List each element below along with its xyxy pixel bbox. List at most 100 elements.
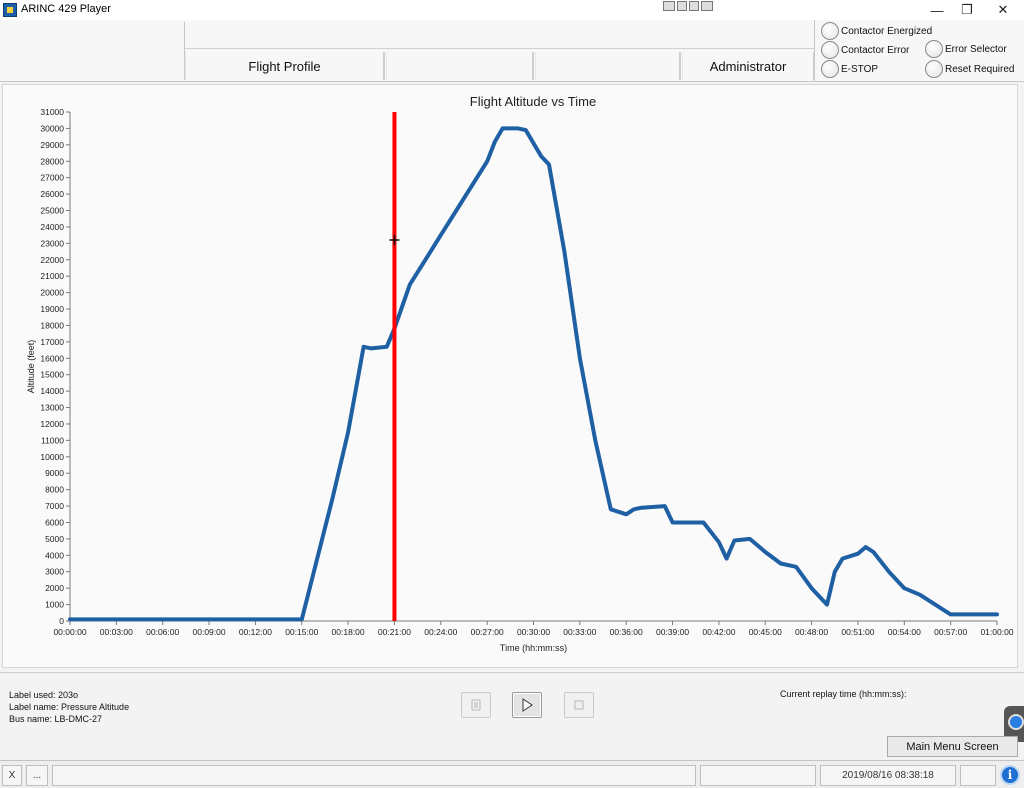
- x-tick-label: 01:00:00: [980, 627, 1013, 637]
- tab-administrator[interactable]: Administrator: [682, 52, 815, 80]
- main-menu-button[interactable]: Main Menu Screen: [887, 736, 1018, 757]
- y-tick-label: 19000: [40, 304, 64, 314]
- led-icon: [925, 40, 943, 58]
- led-icon: [821, 41, 839, 59]
- cursor-move-icon[interactable]: [389, 235, 400, 245]
- status-indicators: Contactor Energized Contactor Error E-ST…: [814, 20, 1024, 82]
- x-tick-label: 00:48:00: [795, 627, 828, 637]
- x-tick-label: 00:15:00: [285, 627, 318, 637]
- y-tick-label: 7000: [45, 501, 64, 511]
- side-panel-handle[interactable]: [1004, 706, 1024, 742]
- tab-blank-2[interactable]: [535, 52, 681, 80]
- x-tick-label: 00:18:00: [332, 627, 365, 637]
- y-tick-label: 22000: [40, 255, 64, 265]
- y-tick-label: 31000: [40, 107, 64, 117]
- y-tick-label: 16000: [40, 353, 64, 363]
- led-icon: [925, 60, 943, 78]
- indicator-label: Reset Required: [945, 63, 1015, 75]
- y-tick-label: 26000: [40, 189, 64, 199]
- y-tick-label: 9000: [45, 468, 64, 478]
- app-icon: [3, 3, 17, 17]
- y-tick-label: 20000: [40, 288, 64, 298]
- x-tick-label: 00:27:00: [471, 627, 504, 637]
- x-tick-label: 00:57:00: [934, 627, 967, 637]
- tab-blank-1[interactable]: [386, 52, 534, 80]
- indicator-error-selector: Error Selector: [925, 40, 1007, 58]
- x-tick-label: 00:51:00: [841, 627, 874, 637]
- replay-time-label: Current replay time (hh:mm:ss):: [780, 689, 907, 699]
- pause-button[interactable]: [461, 692, 491, 718]
- info-icon[interactable]: i: [1000, 765, 1020, 785]
- divider: [0, 672, 1024, 673]
- tab-flight-profile[interactable]: Flight Profile: [185, 52, 385, 80]
- play-icon: [522, 698, 533, 712]
- y-tick-label: 30000: [40, 123, 64, 133]
- header-panel: Flight Profile Administrator Contactor E…: [0, 20, 1024, 82]
- indicator-contactor-energized: Contactor Energized: [821, 22, 932, 40]
- x-tick-label: 00:24:00: [424, 627, 457, 637]
- y-tick-label: 14000: [40, 386, 64, 396]
- x-tick-label: 00:33:00: [563, 627, 596, 637]
- x-tick-label: 00:39:00: [656, 627, 689, 637]
- x-tick-label: 00:03:00: [100, 627, 133, 637]
- x-tick-label: 00:21:00: [378, 627, 411, 637]
- y-tick-label: 13000: [40, 403, 64, 413]
- led-icon: [821, 60, 839, 78]
- y-tick-label: 12000: [40, 419, 64, 429]
- chart-title: Flight Altitude vs Time: [469, 94, 597, 109]
- indicator-label: Error Selector: [945, 43, 1007, 55]
- y-axis-title: Altitude (feet): [26, 340, 36, 394]
- x-tick-label: 00:45:00: [749, 627, 782, 637]
- altitude-series-line-0: [68, 126, 999, 622]
- pause-icon: [471, 699, 481, 711]
- label-name-text: Label name: Pressure Altitude: [9, 702, 130, 712]
- y-tick-label: 0: [59, 616, 64, 626]
- x-tick-label: 00:06:00: [146, 627, 179, 637]
- x-tick-label: 00:54:00: [888, 627, 921, 637]
- x-axis-title: Time (hh:mm:ss): [500, 643, 567, 653]
- indicator-label: E-STOP: [841, 63, 879, 75]
- x-tick-label: 00:00:00: [53, 627, 86, 637]
- plot-panel: Flight Altitude vs Time 0 1000 2000 3000 400…: [2, 84, 1018, 668]
- close-window-button[interactable]: ✕: [997, 2, 1009, 17]
- close-panel-button[interactable]: X: [2, 765, 22, 786]
- stop-button[interactable]: [564, 692, 594, 718]
- y-tick-label: 28000: [40, 156, 64, 166]
- status-field: [700, 765, 816, 786]
- y-tick-label: 21000: [40, 271, 64, 281]
- y-tick-label: 4000: [45, 550, 64, 560]
- status-bar: X ... 2019/08/16 08:38:18 i: [0, 760, 1024, 788]
- x-tick-label: 00:09:00: [193, 627, 226, 637]
- tab-bar: Flight Profile Administrator: [184, 22, 815, 80]
- indicator-label: Contactor Error: [841, 44, 910, 56]
- status-field-2: [960, 765, 996, 786]
- restore-button[interactable]: ❐: [961, 2, 973, 17]
- y-tick-label: 2000: [45, 583, 64, 593]
- altitude-chart[interactable]: 0 1000 2000 3000 4000 5000 6000 7000 8000 9000 100…: [3, 85, 1019, 669]
- x-tick-label: 00:12:00: [239, 627, 272, 637]
- minimize-button[interactable]: —: [930, 2, 944, 18]
- y-tick-label: 15000: [40, 370, 64, 380]
- y-tick-label: 3000: [45, 567, 64, 577]
- y-tick-label: 11000: [41, 435, 64, 445]
- x-tick-label: 00:36:00: [610, 627, 643, 637]
- y-tick-label: 29000: [40, 140, 64, 150]
- tool-palette-icon[interactable]: [663, 1, 715, 13]
- y-tick-label: 18000: [40, 320, 64, 330]
- more-button[interactable]: ...: [26, 765, 48, 786]
- x-tick-label: 00:30:00: [517, 627, 550, 637]
- led-icon: [821, 22, 839, 40]
- window-title: ARINC 429 Player: [21, 3, 111, 15]
- indicator-e-stop: E-STOP: [821, 60, 878, 78]
- indicator-label: Contactor Energized: [841, 25, 933, 37]
- y-tick-label: 24000: [40, 222, 64, 232]
- y-tick-label: 6000: [45, 517, 64, 527]
- y-tick-label: 10000: [40, 452, 64, 462]
- play-button[interactable]: [512, 692, 542, 718]
- y-tick-label: 1000: [45, 600, 64, 610]
- status-message-field: [52, 765, 696, 786]
- label-used-text: Label used: 203o: [9, 690, 79, 700]
- datetime-display: 2019/08/16 08:38:18: [820, 765, 956, 786]
- y-tick-label: 23000: [40, 238, 64, 248]
